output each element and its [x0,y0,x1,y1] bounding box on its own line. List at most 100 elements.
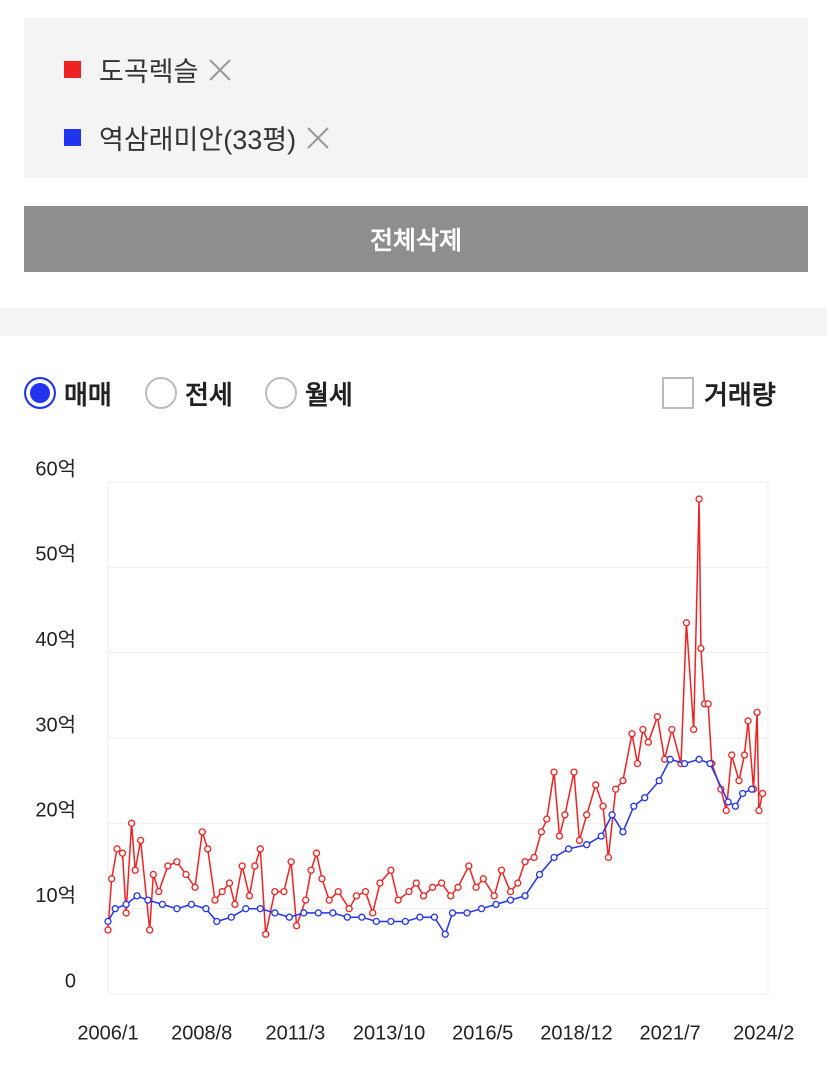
data-point [271,909,279,917]
data-point [437,879,446,887]
data-point [521,892,529,900]
data-point [630,802,638,810]
data-point [472,883,480,891]
data-point [497,866,506,874]
data-point [155,887,163,896]
data-point [555,832,564,840]
clear-button[interactable]: 전체삭제 [24,206,808,272]
data-point [369,909,377,917]
y-tick-label: 60억 [35,457,76,480]
data-point [514,879,522,887]
data-point [301,896,310,904]
divider [0,308,827,336]
data-point [314,909,322,917]
data-point [187,900,196,909]
data-point [428,883,437,891]
data-point [325,896,333,904]
data-point [479,875,487,883]
radio-button[interactable] [24,377,56,409]
data-point [149,870,157,879]
data-point [612,785,620,793]
chart: 0 10억 20억 30억 40억 50억 60억 2006/1 2008/8 2011/3 201… [35,457,794,1044]
data-point [604,853,613,862]
data-point [204,845,212,853]
data-point [107,875,116,883]
legend-swatch [64,61,81,78]
data-point [740,751,749,759]
x-tick-label: 2011/3 [266,1022,326,1044]
data-point [211,896,219,904]
legend-swatch [64,129,81,146]
data-point [728,751,736,759]
radio-label: 전세 [185,379,233,410]
data-point [256,905,264,913]
data-point [419,892,428,900]
remove-icon[interactable] [208,58,232,82]
data-point [454,883,462,891]
data-point [182,870,190,879]
data-point [262,930,270,938]
data-point [358,913,366,921]
data-point [690,725,698,734]
data-point [345,905,353,913]
data-point [492,900,500,909]
data-point [530,853,538,862]
data-point [256,845,264,853]
data-point [583,841,591,849]
series-line [107,499,764,935]
legend-item: 역삼래미안(33평) [64,118,330,157]
volume-checkbox[interactable]: 거래량 [662,373,776,413]
data-point [416,913,424,921]
radio-option[interactable]: 전세 [145,373,233,413]
data-point [682,619,691,627]
data-point [242,905,250,913]
radio-option[interactable]: 매매 [24,373,112,413]
data-point [144,896,152,904]
data-point [550,853,558,862]
data-point [575,836,584,845]
y-tick-label: 40억 [35,628,76,651]
data-point [599,802,607,810]
data-point [738,789,747,798]
data-point [619,777,627,785]
data-point [644,738,652,746]
data-point [570,768,578,776]
data-point [653,713,662,721]
checkbox[interactable] [662,377,694,409]
data-point [352,892,361,900]
radio-label: 매매 [64,379,112,410]
data-point [748,785,756,793]
data-point [285,913,293,921]
data-point [722,806,730,815]
checkbox-label: 거래량 [704,379,776,410]
data-point [405,887,413,896]
data-point [506,896,515,904]
data-point [465,862,473,870]
radio-option[interactable]: 월세 [265,373,353,413]
data-point [561,811,569,819]
data-point [543,815,551,823]
data-point [619,828,627,836]
data-point [111,905,119,913]
data-point [198,828,206,836]
y-tick-label: 20억 [35,799,76,822]
data-point [583,811,591,819]
data-point [724,798,732,806]
data-point [158,900,167,909]
data-point [731,802,740,810]
data-point [758,789,767,798]
radio-button[interactable] [145,377,177,409]
radio-button[interactable] [265,377,297,409]
y-tick-label: 10억 [35,884,76,907]
data-point [490,892,498,900]
data-point [113,845,121,853]
remove-icon[interactable] [306,126,330,150]
data-point [550,768,558,776]
data-point [735,777,743,785]
data-point [697,644,705,653]
data-point [401,917,410,926]
data-point [441,930,449,938]
x-tick-label: 2008/8 [171,1022,232,1044]
data-point [300,909,308,917]
data-point [287,858,295,866]
